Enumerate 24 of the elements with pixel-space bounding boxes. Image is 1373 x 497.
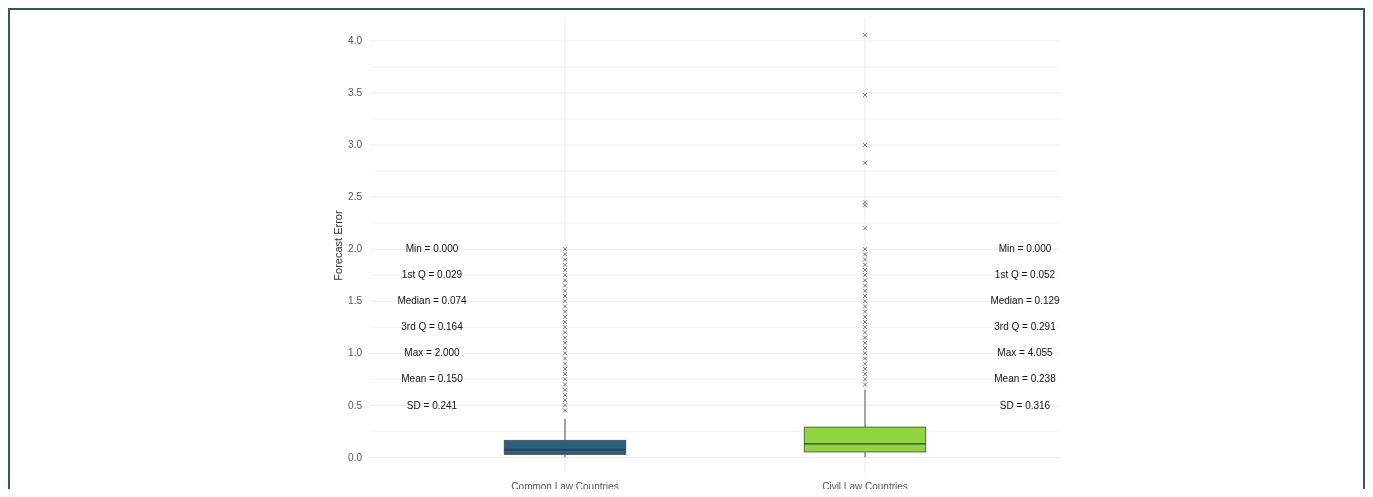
annotation: SD = 0.316 [999,399,1051,411]
annotation: 1st Q = 0.052 [994,269,1056,281]
annotation: Mean = 0.238 [994,373,1057,385]
y-tick-label: 4.0 [348,35,363,47]
y-tick-label: 2.0 [348,243,363,255]
annotation: 3rd Q = 0.291 [994,321,1057,333]
annotation: 1st Q = 0.029 [401,269,463,281]
annotation: Median = 0.129 [990,295,1061,307]
annotation: Min = 0.000 [998,243,1052,255]
annotation: SD = 0.241 [406,399,458,411]
annotation: Max = 4.055 [997,347,1054,359]
y-axis-title: Forecast Error [332,210,344,281]
annotation: Min = 0.000 [405,243,459,255]
annotation: Max = 2.000 [404,347,461,359]
y-tick-label: 1.0 [348,347,363,359]
y-tick-label: 0.5 [348,399,363,411]
y-tick-label: 0.0 [348,451,363,463]
y-tick-label: 3.0 [348,139,363,151]
y-tick-label: 2.5 [348,191,363,203]
annotation: 3rd Q = 0.164 [401,321,464,333]
annotation: Mean = 0.150 [401,373,464,385]
annotation: Median = 0.074 [397,295,468,307]
y-tick-label: 3.5 [348,87,363,99]
y-tick-label: 1.5 [348,295,363,307]
